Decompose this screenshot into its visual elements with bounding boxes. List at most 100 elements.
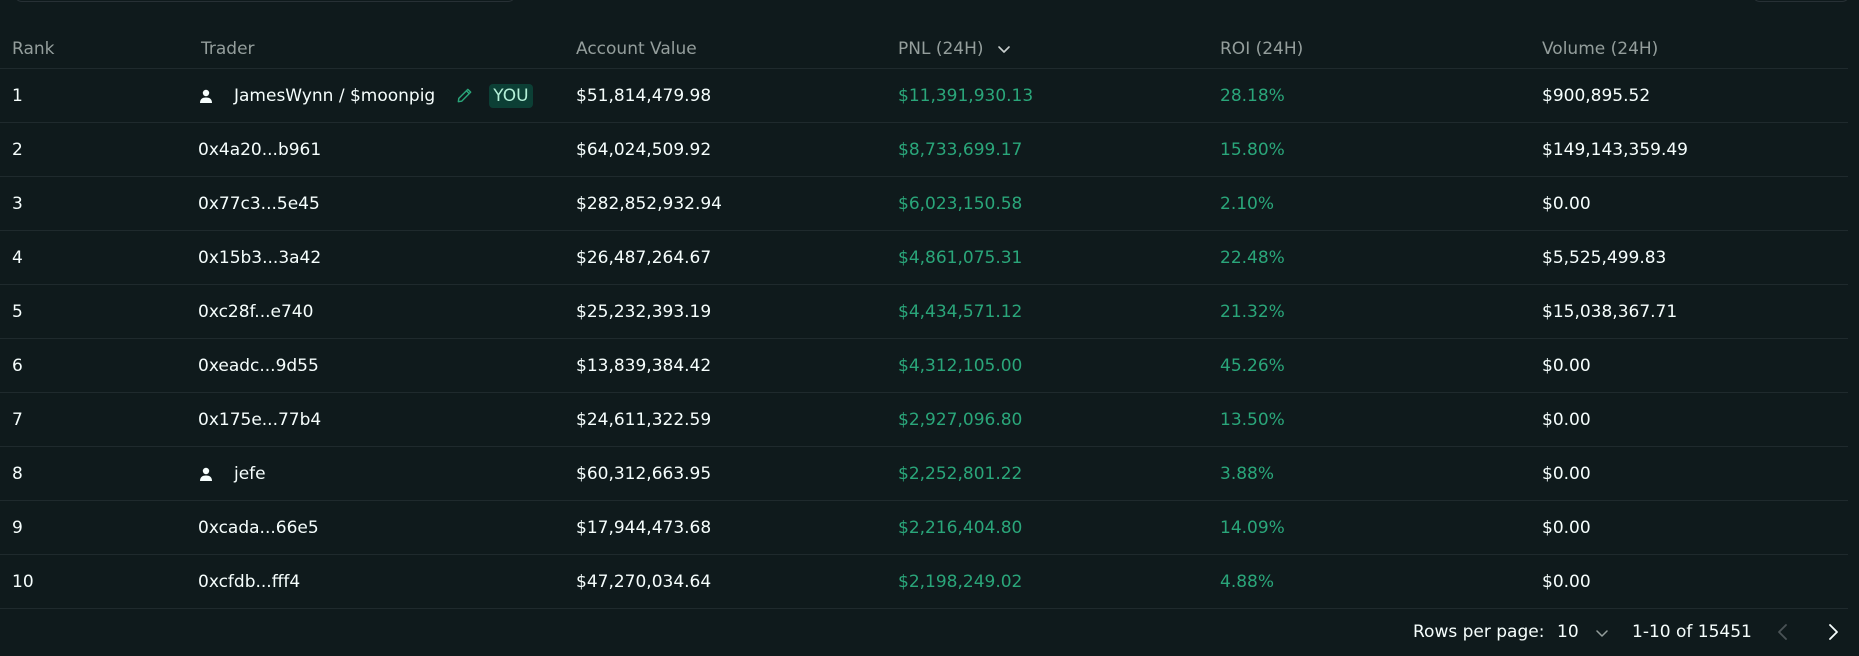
table-row[interactable]: 8 jefe $60,312,663.95 $2,252,801.22 3.88% $0.… [0, 446, 1848, 501]
trader-cell-content: 0xcada...66e5 [198, 518, 576, 538]
trader-name[interactable]: 0xc28f...e740 [198, 301, 314, 322]
account-value-cell: $26,487,264.67 [576, 230, 898, 285]
trader-cell-content: 0x77c3...5e45 [198, 194, 576, 214]
chevron-down-icon[interactable] [997, 42, 1011, 56]
trader-cell-content: 0xeadc...9d55 [198, 356, 576, 376]
pnl-cell: $11,391,930.13 [898, 68, 1220, 123]
chevron-left-icon[interactable] [1773, 622, 1793, 642]
trader-cell-content: 0xc28f...e740 [198, 302, 576, 322]
pagination-range: 1-10 of 15451 [1632, 622, 1752, 642]
header-volume[interactable]: Volume (24H) [1542, 30, 1848, 69]
pagination: Rows per page: 10 1-10 of 15451 [0, 616, 1859, 646]
volume-cell: $0.00 [1542, 338, 1848, 393]
pnl-cell: $4,434,571.12 [898, 284, 1220, 339]
trader-name[interactable]: jefe [234, 463, 266, 484]
pnl-cell: $2,198,249.02 [898, 554, 1220, 609]
header-pnl[interactable]: PNL (24H) [898, 30, 1220, 69]
search-input-edge[interactable] [14, 0, 516, 2]
volume-cell: $0.00 [1542, 176, 1848, 231]
trader-cell[interactable]: 0xcada...66e5 [198, 500, 576, 555]
rank-cell: 8 [0, 446, 198, 501]
account-value-cell: $47,270,034.64 [576, 554, 898, 609]
rank-cell: 4 [0, 230, 198, 285]
roi-cell: 15.80% [1220, 122, 1542, 177]
rows-per-page-label: Rows per page: [1413, 622, 1545, 642]
table-header-row: Rank Trader Account Value PNL (24H) ROI … [0, 30, 1848, 69]
account-value-cell: $51,814,479.98 [576, 68, 898, 123]
table-row[interactable]: 5 0xc28f...e740 $25,232,393.19 $4,434,571.1… [0, 284, 1848, 339]
rank-cell: 3 [0, 176, 198, 231]
trader-cell[interactable]: 0xeadc...9d55 [198, 338, 576, 393]
account-value-cell: $25,232,393.19 [576, 284, 898, 339]
trader-cell[interactable]: 0x4a20...b961 [198, 122, 576, 177]
trader-cell[interactable]: 0x15b3...3a42 [198, 230, 576, 285]
volume-cell: $0.00 [1542, 500, 1848, 555]
you-badge: YOU [489, 83, 533, 108]
account-value-cell: $17,944,473.68 [576, 500, 898, 555]
pnl-cell: $4,312,105.00 [898, 338, 1220, 393]
roi-cell: 3.88% [1220, 446, 1542, 501]
table-row[interactable]: 4 0x15b3...3a42 $26,487,264.67 $4,861,075.3… [0, 230, 1848, 285]
trader-cell-content: 0x4a20...b961 [198, 140, 576, 160]
trader-cell-content: 0x15b3...3a42 [198, 248, 576, 268]
roi-cell: 22.48% [1220, 230, 1542, 285]
table-row[interactable]: 6 0xeadc...9d55 $13,839,384.42 $4,312,105.0… [0, 338, 1848, 393]
header-rank: Rank [0, 30, 198, 69]
account-value-cell: $282,852,932.94 [576, 176, 898, 231]
account-value-cell: $60,312,663.95 [576, 446, 898, 501]
header-pnl-label: PNL (24H) [898, 39, 984, 59]
account-value-cell: $13,839,384.42 [576, 338, 898, 393]
table-row[interactable]: 2 0x4a20...b961 $64,024,509.92 $8,733,699.1… [0, 122, 1848, 177]
rank-cell: 5 [0, 284, 198, 339]
trader-cell-content: JamesWynn / $moonpig YOU [198, 83, 576, 108]
table-row[interactable]: 9 0xcada...66e5 $17,944,473.68 $2,216,404.8… [0, 500, 1848, 555]
trader-name[interactable]: 0x15b3...3a42 [198, 247, 322, 268]
user-icon [200, 89, 212, 103]
trader-name[interactable]: 0xcfdb...fff4 [198, 571, 301, 592]
trader-name[interactable]: 0x4a20...b961 [198, 139, 322, 160]
rank-cell: 1 [0, 68, 198, 123]
volume-cell: $0.00 [1542, 392, 1848, 447]
trader-name[interactable]: 0x77c3...5e45 [198, 193, 320, 214]
pencil-icon[interactable] [455, 86, 474, 105]
table-row[interactable]: 10 0xcfdb...fff4 $47,270,034.64 $2,198,249.… [0, 554, 1848, 609]
chevron-right-icon[interactable] [1823, 622, 1843, 642]
trader-cell[interactable]: 0xcfdb...fff4 [198, 554, 576, 609]
roi-cell: 28.18% [1220, 68, 1542, 123]
trader-cell[interactable]: 0xc28f...e740 [198, 284, 576, 339]
pnl-cell: $4,861,075.31 [898, 230, 1220, 285]
trader-cell[interactable]: 0x77c3...5e45 [198, 176, 576, 231]
account-value-cell: $24,611,322.59 [576, 392, 898, 447]
trader-name[interactable]: JamesWynn / $moonpig [234, 85, 436, 106]
pnl-cell: $8,733,699.17 [898, 122, 1220, 177]
table-row[interactable]: 3 0x77c3...5e45 $282,852,932.94 $6,023,150.… [0, 176, 1848, 231]
table-row[interactable]: 1 JamesWynn / $moonpig YOU $51,814,479.98 $1… [0, 68, 1848, 123]
rank-cell: 9 [0, 500, 198, 555]
trader-name[interactable]: 0xeadc...9d55 [198, 355, 319, 376]
user-icon [200, 467, 212, 481]
trader-cell[interactable]: JamesWynn / $moonpig YOU [198, 68, 576, 123]
header-roi[interactable]: ROI (24H) [1220, 30, 1542, 69]
trader-name[interactable]: 0xcada...66e5 [198, 517, 319, 538]
chevron-down-icon[interactable] [1594, 626, 1610, 640]
trader-cell[interactable]: jefe [198, 446, 576, 501]
roi-cell: 13.50% [1220, 392, 1542, 447]
table-row[interactable]: 7 0x175e...77b4 $24,611,322.59 $2,927,096.8… [0, 392, 1848, 447]
rank-cell: 2 [0, 122, 198, 177]
volume-cell: $149,143,359.49 [1542, 122, 1848, 177]
pnl-cell: $2,252,801.22 [898, 446, 1220, 501]
pnl-cell: $2,216,404.80 [898, 500, 1220, 555]
roi-cell: 45.26% [1220, 338, 1542, 393]
filter-button-edge[interactable] [1752, 0, 1850, 2]
roi-cell: 14.09% [1220, 500, 1542, 555]
trader-cell-content: 0x175e...77b4 [198, 410, 576, 430]
trader-cell[interactable]: 0x175e...77b4 [198, 392, 576, 447]
pnl-cell: $2,927,096.80 [898, 392, 1220, 447]
volume-cell: $0.00 [1542, 446, 1848, 501]
header-account-value[interactable]: Account Value [576, 30, 898, 69]
account-value-cell: $64,024,509.92 [576, 122, 898, 177]
rows-per-page-select[interactable]: 10 [1557, 622, 1579, 642]
trader-name[interactable]: 0x175e...77b4 [198, 409, 322, 430]
table-body: 1 JamesWynn / $moonpig YOU $51,814,479.98 $1… [0, 68, 1848, 609]
